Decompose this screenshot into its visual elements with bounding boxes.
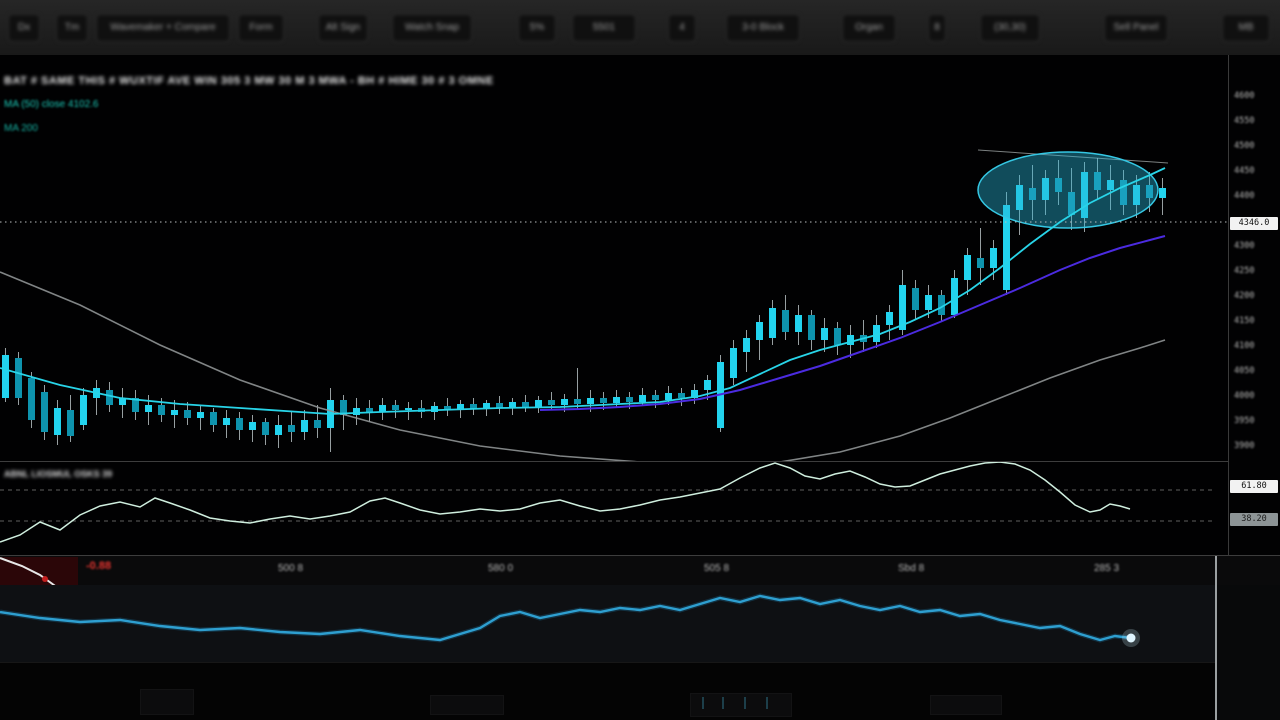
price-axis-label: 4500 [1234,141,1255,151]
toolbar-button[interactable]: MB [1222,14,1270,42]
toolbar-button[interactable]: Organ [842,14,896,42]
price-axis-label: 4600 [1234,91,1255,101]
statusbar-item[interactable] [430,695,504,715]
toolbar-button[interactable]: Watch Snap [392,14,472,42]
statusbar-item[interactable] [140,689,194,715]
time-axis-label: 505 8 [704,563,730,574]
toolbar-button[interactable]: Tm [56,14,88,42]
candlestick-canvas [0,149,1228,461]
mini-overlay-line [0,557,59,589]
bottom-status-bar [0,662,1216,720]
price-axis[interactable]: 4600 4550 4500 4450 4400 4300 4250 4200 4150 4100… [1228,55,1280,555]
main-price-chart[interactable]: BAT # SAME THIS # WUXTIF AVE WIN 305 3 M… [0,55,1228,461]
time-axis[interactable]: -0.88 500 8 580 0 505 8 Sbd 8 285 3 [0,555,1280,586]
toolbar-button[interactable]: 8 [928,14,946,42]
mini-candle-mark [744,697,746,709]
price-axis-label: 4100 [1234,341,1255,351]
mini-candle-mark [702,697,704,709]
mini-candle-mark [766,697,768,709]
toolbar-button[interactable]: 3-0 Block [726,14,800,42]
vertical-scroll-divider[interactable] [1215,556,1217,720]
statusbar-item[interactable] [690,693,792,717]
panel-divider [0,461,1280,462]
price-axis-label: 3950 [1234,416,1255,426]
toolbar-button[interactable]: 5501 [572,14,636,42]
price-axis-label: 3900 [1234,441,1255,451]
chart-title: BAT # SAME THIS # WUXTIF AVE WIN 305 3 M… [4,75,494,87]
statusbar-item[interactable] [930,695,1002,715]
price-axis-label: 4250 [1234,266,1255,276]
toolbar-button[interactable]: Alt Sign [318,14,368,42]
toolbar-button[interactable]: 4 [668,14,696,42]
toolbar-button[interactable]: 5% [518,14,556,42]
time-axis-label: 285 3 [1094,563,1120,574]
price-axis-label: 4150 [1234,316,1255,326]
oscillator-axis-badge: 61.80 [1230,480,1278,493]
time-axis-label: 580 0 [488,563,514,574]
toolbar-button[interactable]: (30,30) [980,14,1040,42]
oscillator-panel[interactable]: ABNL LIOSMUL OSKS 39 [0,461,1228,555]
toolbar-button[interactable]: Wavemaker + Compare [96,14,230,42]
time-axis-label: Sbd 8 [898,563,925,574]
oscillator-axis-badge: 38.20 [1230,513,1278,526]
price-axis-label: 4200 [1234,291,1255,301]
oscillator-label: ABNL LIOSMUL OSKS 39 [4,469,113,479]
price-axis-label: 4450 [1234,166,1255,176]
toolbar-button[interactable]: Form [238,14,284,42]
price-axis-label: 4300 [1234,241,1255,251]
current-price-badge: 4346.0 [1230,217,1278,230]
sparkline-canvas [0,593,1140,647]
lower-right-gutter [1216,585,1280,720]
price-axis-label: 4000 [1234,391,1255,401]
overview-sparkline-panel[interactable] [0,585,1216,662]
toolbar: Dx Tm Wavemaker + Compare Form Alt Sign Watch… [0,0,1280,56]
mini-candle-mark [722,697,724,709]
ma-slow-legend: MA 200 [4,123,38,134]
toolbar-button[interactable]: Sell Panel [1104,14,1168,42]
oscillator-canvas [0,461,1215,543]
ma-fast-legend: MA (50) close 4102.6 [4,99,99,110]
price-axis-label: 4400 [1234,191,1255,201]
price-axis-label: 4050 [1234,366,1255,376]
time-axis-label: 500 8 [278,563,304,574]
toolbar-button[interactable]: Dx [8,14,40,42]
ticker-change-value: -0.88 [86,560,112,572]
price-axis-label: 4550 [1234,116,1255,126]
